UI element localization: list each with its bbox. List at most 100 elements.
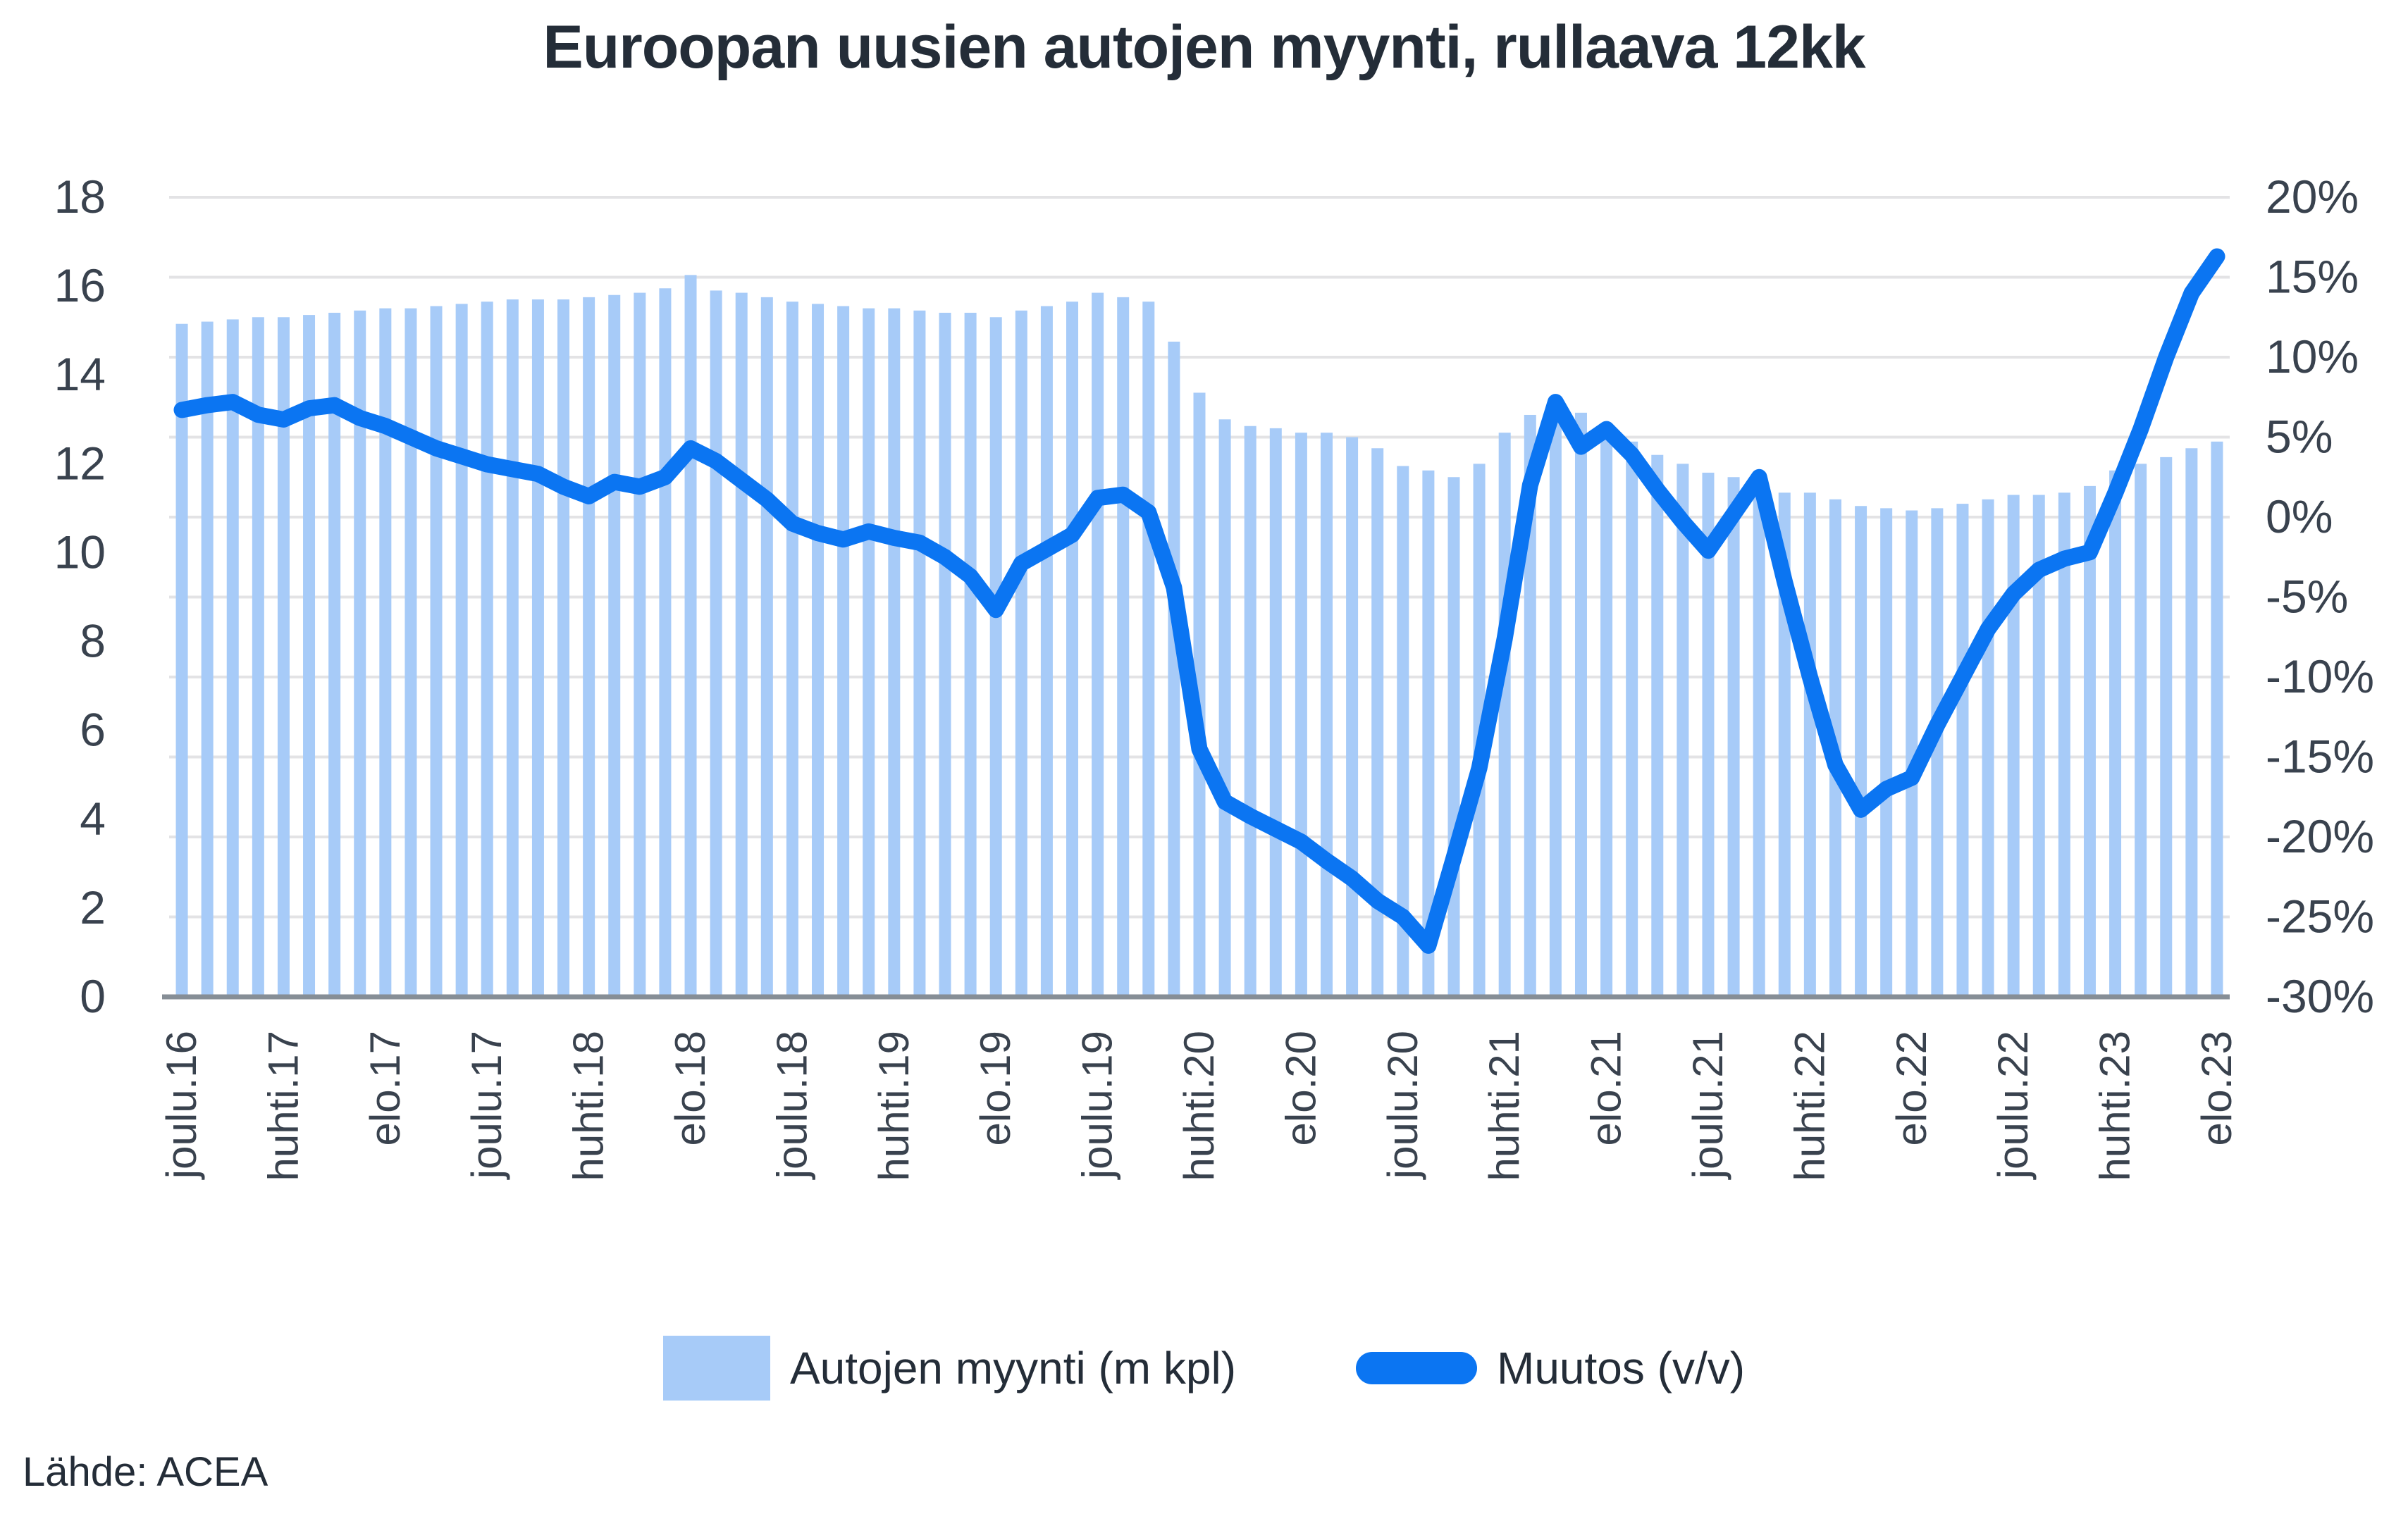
bar: [1880, 508, 1893, 997]
legend-item-line-series: Muutos (v/v): [1356, 1342, 1745, 1394]
bar: [1244, 426, 1257, 997]
bar: [175, 323, 188, 997]
bar: [1651, 454, 1664, 997]
bar: [913, 310, 926, 998]
x-tick-label: elo.19: [972, 1031, 1019, 1146]
chart-title: Euroopan uusien autojen myynti, rullaava…: [543, 13, 1865, 81]
bar: [1066, 302, 1079, 997]
bar: [1295, 433, 1307, 997]
y-left-tick-label: 2: [80, 881, 106, 933]
trend-line: [173, 248, 2225, 954]
y-left-tick-label: 6: [80, 704, 106, 756]
legend-item-bar-series: Autojen myynti (m kpl): [662, 1336, 1236, 1401]
bar: [1727, 477, 1740, 997]
bar: [1346, 437, 1359, 997]
bar: [1906, 510, 1918, 997]
bar: [684, 275, 697, 998]
legend-line-label: Muutos (v/v): [1497, 1343, 1746, 1393]
y-right-tick-label: 0%: [2266, 490, 2333, 542]
bar: [2135, 464, 2147, 997]
y-right-tick-label: -5%: [2266, 571, 2348, 623]
bar: [1142, 302, 1155, 997]
x-tick-label: huhti.21: [1481, 1031, 1528, 1181]
bar: [812, 304, 825, 997]
bar: [226, 319, 239, 997]
bar: [1626, 441, 1638, 997]
x-tick-label: joulu.22: [1989, 1031, 2037, 1180]
bar: [1753, 483, 1765, 997]
bar: [710, 290, 722, 998]
bar: [277, 317, 290, 997]
y-left-tick-label: 0: [80, 970, 106, 1022]
bar: [405, 308, 417, 997]
bar: [964, 312, 977, 997]
legend-bar-label: Autojen myynti (m kpl): [789, 1343, 1236, 1393]
bar: [583, 297, 595, 997]
y-left-tick-label: 10: [54, 526, 106, 578]
x-tick-label: joulu.17: [463, 1031, 510, 1180]
bar: [1549, 404, 1562, 997]
bar: [760, 297, 773, 997]
bar: [201, 321, 214, 997]
y-right-tick-label: 10%: [2266, 330, 2359, 383]
bar: [2058, 492, 2070, 997]
y-right-tick-label: -15%: [2266, 731, 2374, 783]
bar: [1092, 292, 1104, 997]
y-right-tick-label: 5%: [2266, 411, 2333, 463]
bar: [1218, 419, 1231, 997]
y-right-tick-label: -25%: [2266, 890, 2374, 943]
bar: [2109, 470, 2122, 997]
bar-series-swatch-icon: [662, 1336, 770, 1401]
y-left-tick-label: 14: [54, 348, 106, 400]
x-tick-label: joulu.18: [768, 1031, 815, 1180]
bar: [1600, 426, 1613, 997]
bar: [1371, 448, 1384, 997]
bar: [1931, 508, 1944, 997]
line-series-swatch-icon: [1356, 1352, 1477, 1384]
y-right-tick-label: -30%: [2266, 970, 2374, 1022]
legend: Autojen myynti (m kpl) Muutos (v/v): [0, 1336, 2408, 1401]
bar: [303, 315, 316, 997]
bar: [1447, 477, 1460, 997]
y-left-tick-label: 18: [54, 170, 106, 223]
bar: [735, 292, 748, 997]
x-tick-label: joulu.16: [158, 1031, 205, 1180]
bar: [481, 302, 493, 997]
bar: [1574, 412, 1587, 997]
bar: [1015, 310, 1027, 998]
bar: [1956, 504, 1969, 997]
bar: [786, 302, 798, 997]
y-right-tick-label: -10%: [2266, 650, 2374, 702]
chart-canvas: 18 16 14 12 10 8 6 4 2 0 20% 15% 10% 5% 0% -5% -10% -15% -…: [54, 170, 2375, 1181]
x-tick-label: elo.23: [2193, 1031, 2240, 1146]
bar: [1803, 492, 1816, 997]
x-tick-label: elo.21: [1583, 1031, 1630, 1146]
bar: [1320, 433, 1333, 997]
bar: [1422, 470, 1435, 997]
bar: [1982, 499, 1994, 997]
bar: [608, 294, 621, 997]
source-note: Lähde: ACEA: [23, 1449, 268, 1495]
bar: [379, 308, 392, 997]
bar: [1193, 392, 1206, 997]
x-tick-label: huhti.20: [1175, 1031, 1223, 1181]
bar: [939, 312, 951, 997]
bar: [837, 306, 850, 998]
bar: [1269, 428, 1282, 997]
y-right-tick-label: 15%: [2266, 251, 2359, 303]
bar: [455, 304, 468, 997]
bar: [989, 317, 1002, 997]
bar: [328, 312, 341, 997]
x-tick-label: elo.22: [1888, 1031, 1935, 1146]
bar: [1397, 466, 1409, 997]
bar: [557, 299, 570, 997]
bar: [634, 292, 646, 997]
x-tick-label: joulu.20: [1379, 1031, 1426, 1180]
y-right-tick-label: 20%: [2266, 170, 2359, 223]
x-tick-label: elo.20: [1277, 1031, 1324, 1146]
x-tick-label: elo.17: [362, 1031, 409, 1146]
bar: [354, 310, 366, 998]
y-left-tick-label: 16: [54, 259, 106, 311]
y-left-tick-label: 12: [54, 437, 106, 489]
